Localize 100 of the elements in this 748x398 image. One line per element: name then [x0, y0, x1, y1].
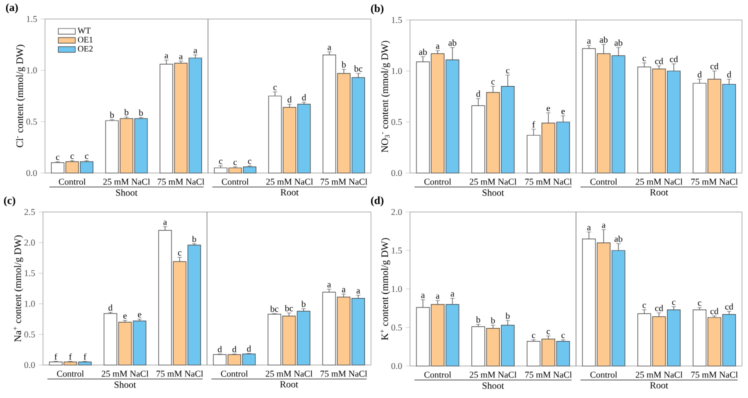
y-tick-label: 1.5	[392, 247, 402, 254]
data-label: c	[642, 56, 646, 62]
text: Root	[280, 189, 299, 196]
legend-label: OE1	[78, 36, 93, 43]
data-label: c	[178, 251, 182, 256]
chart-title: (d)	[371, 196, 384, 206]
x-tick-label: Control	[222, 178, 249, 185]
x-tick-label: 25 mM NaCl	[470, 371, 516, 378]
x-tick-label: 75 mM NaCl	[691, 371, 738, 378]
data-label: e	[546, 106, 550, 112]
x-tick-label: 75 mM NaCl	[525, 178, 572, 185]
data-label: a	[587, 226, 591, 230]
data-label: c	[273, 86, 277, 90]
x-tick-label: 75 mM NaCl	[156, 370, 204, 377]
y-tick-label: 0.5	[391, 324, 402, 331]
data-label: a	[450, 292, 454, 297]
data-label: c	[85, 154, 88, 159]
data-label: d	[232, 346, 236, 352]
x-tick-label: 75 mM NaCl	[320, 178, 368, 185]
data-label: cd	[725, 303, 734, 310]
y-tick-label: 0.0	[391, 362, 402, 370]
data-label: bc	[270, 306, 278, 312]
x-tick-label: Control	[221, 370, 248, 377]
x-tick-label: 25 mM NaCl	[636, 371, 682, 378]
y-tick-label: 1.5	[26, 16, 37, 22]
data-label: cd	[710, 62, 718, 70]
text: Root	[650, 382, 668, 388]
text: Shoot	[482, 189, 504, 196]
data-label: c	[219, 160, 222, 164]
y-tick-label: 0.0	[24, 362, 35, 368]
data-label: a	[436, 44, 440, 49]
y-tick-label: 2.5	[24, 208, 35, 216]
text: Root	[650, 189, 668, 196]
y-tick-label: 1.5	[24, 270, 35, 276]
data-label: b	[192, 236, 196, 242]
data-label: b	[138, 110, 143, 116]
y-axis-title: Cl$^{-}$ content (mmol/g DW)	[16, 44, 26, 148]
y-axis-title: NO$_{3}$$^{-}$ content (mmol/g DW)	[381, 40, 390, 152]
data-label: b	[301, 300, 306, 308]
data-label: f	[84, 353, 86, 360]
x-tick-label: 25 mM NaCl	[103, 178, 150, 185]
data-label: f	[69, 353, 72, 360]
data-label: b	[506, 312, 510, 319]
y-tick-label: 0.0	[26, 170, 37, 176]
data-label: d	[698, 71, 702, 78]
data-label: d	[218, 346, 222, 352]
x-tick-label: 75 mM NaCl	[691, 178, 738, 185]
data-label: ab	[614, 40, 622, 46]
chart-title: (a)	[6, 3, 18, 14]
y-tick-label: 0.5	[26, 118, 37, 125]
y-tick-label: 1.5	[392, 16, 402, 24]
data-label: c	[248, 160, 252, 164]
data-label: b	[342, 61, 346, 68]
data-label: d	[476, 90, 480, 97]
data-label: d	[288, 96, 292, 103]
data-label: a	[194, 48, 198, 54]
x-tick-label: Control	[57, 370, 84, 377]
text: Shoot	[114, 381, 136, 388]
data-label: bc	[354, 65, 362, 72]
x-tick-label: 75 mM NaCl	[158, 178, 204, 185]
data-label: c	[532, 334, 536, 338]
data-label: b	[490, 317, 495, 324]
data-label: a	[436, 294, 440, 299]
y-tick-label: 0.5	[391, 118, 402, 126]
y-tick-label: 1.0	[24, 300, 35, 307]
y-tick-label: 1.0	[26, 67, 37, 74]
data-label: d	[247, 345, 252, 352]
y-tick-label: 2.0	[391, 208, 402, 216]
x-tick-label: Control	[424, 371, 452, 378]
data-label: a	[421, 294, 425, 298]
data-label: a	[356, 289, 360, 294]
data-label: b	[124, 109, 128, 116]
data-label: c	[561, 334, 565, 338]
data-label: ab	[600, 36, 608, 43]
data-label: a	[328, 46, 332, 50]
data-label: d	[302, 94, 306, 100]
data-label: d	[727, 71, 732, 78]
data-label: cd	[655, 304, 664, 312]
data-label: f	[54, 353, 58, 360]
data-label: f	[532, 121, 536, 128]
x-tick-label: Control	[590, 371, 618, 378]
data-label: a	[587, 40, 591, 44]
data-label: c	[546, 330, 550, 334]
data-label: d	[108, 304, 113, 311]
text: Root	[280, 381, 298, 388]
chart-title: (b)	[371, 4, 384, 14]
text: Shoot	[482, 382, 504, 389]
data-label: c	[491, 80, 495, 85]
x-tick-label: 25 mM NaCl	[266, 370, 312, 377]
chart-title: (c)	[4, 196, 16, 206]
data-label: cd	[670, 56, 678, 62]
x-tick-label: Control	[58, 178, 86, 185]
y-tick-label: 0.5	[24, 331, 35, 338]
y-tick-label: 0.0	[391, 170, 402, 176]
data-label: cd	[710, 308, 718, 314]
data-label: ab	[419, 48, 427, 56]
data-label: b	[110, 112, 114, 118]
data-label: e	[138, 313, 142, 318]
x-tick-label: 75 mM NaCl	[320, 370, 368, 377]
y-tick-label: 2.0	[24, 240, 35, 246]
